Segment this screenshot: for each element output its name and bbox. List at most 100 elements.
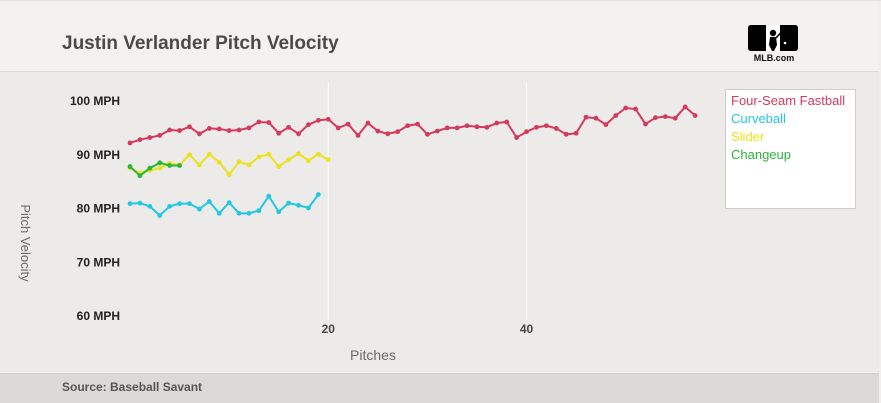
mlb-silhouette-icon [748,25,798,51]
data-point-slider [246,162,252,168]
data-point-curveball [296,202,301,208]
data-point-four_seam [653,115,658,121]
y-tick-label: 90 MPH [77,148,120,162]
data-point-four_seam [216,126,222,132]
data-point-four_seam [444,125,450,131]
mlb-logo-icon: MLB.com [748,25,800,65]
data-point-four_seam [236,127,242,133]
data-point-four_seam [425,131,430,137]
data-point-curveball [177,201,182,207]
data-point-four_seam [375,128,381,134]
data-point-curveball [137,200,143,206]
data-point-curveball [206,199,212,204]
logo-text: MLB.com [753,53,795,63]
data-point-four_seam [504,119,510,125]
data-point-four_seam [296,131,301,137]
data-point-four_seam [355,133,361,138]
source-credit: Source: Baseball Savant [62,380,203,394]
data-point-four_seam [514,135,520,140]
data-point-four_seam [613,113,619,118]
data-point-curveball [276,209,282,215]
data-point-slider [296,151,301,157]
data-point-four_seam [385,131,391,137]
data-point-four_seam [593,115,599,121]
data-point-slider [325,157,331,162]
legend-item-four_seam[interactable]: Four-Seam Fastball [731,93,846,108]
data-point-curveball [226,200,232,205]
legend-item-slider[interactable]: Slider [731,129,765,144]
y-tick-label: 80 MPH [77,202,120,216]
data-point-four_seam [474,124,480,130]
data-point-slider [157,165,163,171]
chart-legend: Four-Seam Fastball Curveball Slider Changeu… [725,89,856,209]
data-point-slider [226,172,232,178]
data-point-changeup [137,173,143,179]
data-point-four_seam [405,123,410,129]
data-point-curveball [266,193,272,199]
y-tick-label: 60 MPH [77,309,120,323]
data-point-four_seam [127,140,133,146]
data-point-curveball [196,206,202,212]
mlb-logo-box [748,25,798,51]
data-point-four_seam [454,125,460,131]
data-point-four_seam [276,130,282,136]
data-point-four_seam [543,123,549,129]
y-tick-label: 70 MPH [77,255,120,269]
data-point-four_seam [137,137,143,143]
data-point-four_seam [643,121,648,127]
data-point-changeup [127,164,133,169]
data-point-four_seam [335,125,341,131]
data-point-curveball [127,201,133,207]
data-point-four_seam [187,124,192,130]
data-point-four_seam [415,121,420,127]
data-point-four_seam [306,122,311,128]
data-point-four_seam [484,124,490,130]
data-point-four_seam [246,125,252,131]
data-point-slider [216,159,222,165]
data-point-slider [256,154,262,160]
data-point-curveball [157,213,163,218]
data-point-four_seam [157,133,163,138]
data-point-changeup [167,163,173,168]
data-point-four_seam [365,120,371,126]
chart-footer: Source: Baseball Savant [0,373,879,403]
data-point-four_seam [534,124,539,130]
data-point-changeup [157,160,163,166]
data-point-four_seam [206,126,212,131]
data-point-curveball [286,200,292,206]
data-point-four_seam [603,122,609,128]
legend-item-curveball[interactable]: Curveball [731,111,786,126]
y-tick-label: 100 MPH [70,94,120,108]
data-point-curveball [306,205,311,211]
data-point-curveball [167,203,173,209]
data-point-four_seam [266,120,272,125]
y-axis-title: Pitch Velocity [18,204,33,282]
data-point-four_seam [672,115,678,121]
data-point-slider [266,151,272,157]
data-point-four_seam [345,121,351,127]
data-point-four_seam [524,129,529,135]
data-point-changeup [177,163,182,168]
data-point-four_seam [623,105,629,111]
data-point-slider [286,157,292,162]
x-tick-label: 40 [520,322,534,336]
data-point-four_seam [196,131,202,137]
data-point-curveball [216,210,222,216]
legend-item-changeup[interactable]: Changeup [731,147,791,162]
data-point-curveball [256,208,262,214]
data-point-four_seam [177,128,182,133]
data-point-four_seam [692,113,698,118]
data-point-four_seam [315,117,321,123]
data-point-four_seam [553,126,559,131]
data-point-changeup [147,165,153,171]
data-point-four_seam [563,131,569,137]
data-point-curveball [246,210,252,216]
data-point-slider [315,151,321,157]
data-point-curveball [236,210,242,216]
data-point-slider [187,152,192,158]
x-axis-title: Pitches [350,347,396,363]
data-point-four_seam [682,104,688,110]
data-point-slider [276,164,282,169]
data-point-four_seam [167,127,173,133]
